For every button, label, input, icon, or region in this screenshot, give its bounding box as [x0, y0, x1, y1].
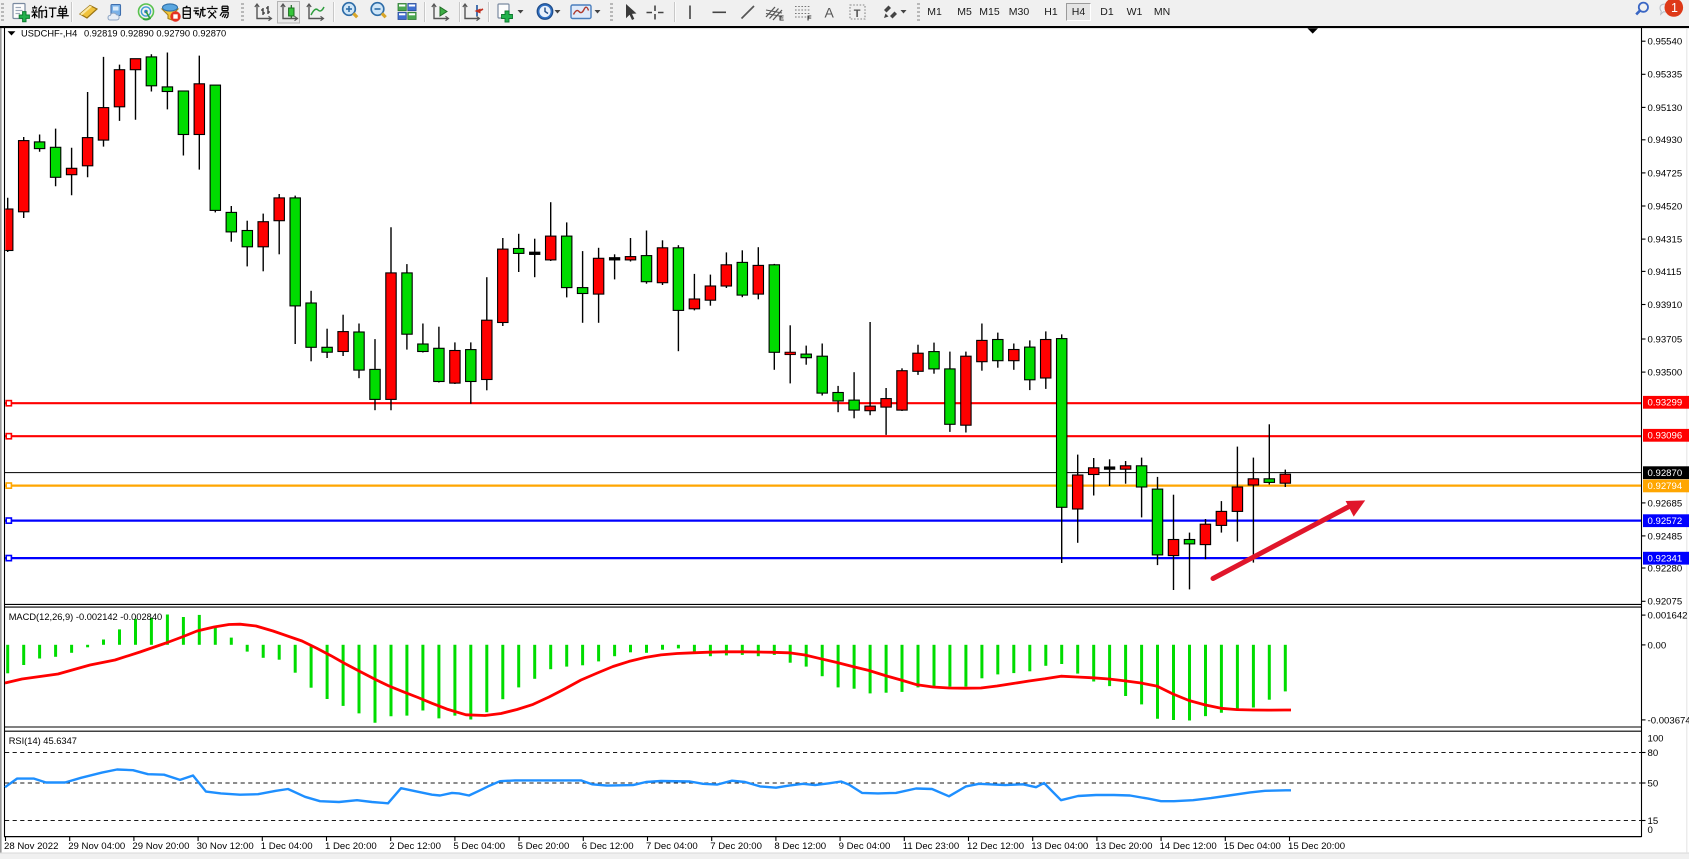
svg-text:15: 15 — [1648, 816, 1659, 827]
svg-text:15 Dec 04:00: 15 Dec 04:00 — [1224, 841, 1281, 852]
svg-text:13 Dec 04:00: 13 Dec 04:00 — [1031, 841, 1088, 852]
svg-text:0.94725: 0.94725 — [1648, 168, 1683, 179]
svg-text:8 Dec 12:00: 8 Dec 12:00 — [774, 841, 826, 852]
svg-text:5 Dec 20:00: 5 Dec 20:00 — [518, 841, 570, 852]
svg-text:-0.003674: -0.003674 — [1648, 715, 1689, 726]
svg-text:0.92870: 0.92870 — [1648, 468, 1683, 479]
svg-text:USDCHF-,H4: USDCHF-,H4 — [21, 28, 77, 38]
svg-text:0.92572: 0.92572 — [1648, 516, 1683, 527]
svg-text:7 Dec 20:00: 7 Dec 20:00 — [710, 841, 762, 852]
svg-text:0.93500: 0.93500 — [1648, 368, 1683, 379]
svg-text:0.00: 0.00 — [1648, 640, 1667, 651]
svg-text:0.92794: 0.92794 — [1648, 481, 1683, 492]
svg-text:14 Dec 12:00: 14 Dec 12:00 — [1160, 841, 1217, 852]
svg-text:0.92790: 0.92790 — [156, 28, 190, 38]
svg-text:29 Nov 20:00: 29 Nov 20:00 — [132, 841, 189, 852]
svg-text:T: T — [854, 8, 861, 20]
svg-text:12 Dec 12:00: 12 Dec 12:00 — [967, 841, 1024, 852]
svg-text:7 Dec 04:00: 7 Dec 04:00 — [646, 841, 698, 852]
svg-text:0.94315: 0.94315 — [1648, 235, 1683, 246]
svg-text:11 Dec 23:00: 11 Dec 23:00 — [903, 841, 959, 852]
svg-text:80: 80 — [1648, 748, 1659, 759]
svg-text:5 Dec 04:00: 5 Dec 04:00 — [453, 841, 505, 852]
svg-text:1 Dec 20:00: 1 Dec 20:00 — [325, 841, 377, 852]
svg-text:29 Nov 04:00: 29 Nov 04:00 — [68, 841, 125, 852]
svg-text:MACD(12,26,9) -0.002142 -0.002: MACD(12,26,9) -0.002142 -0.002840 — [9, 612, 163, 622]
svg-text:0.001642: 0.001642 — [1648, 611, 1688, 622]
svg-text:RSI(14) 45.6347: RSI(14) 45.6347 — [9, 736, 77, 746]
svg-text:0: 0 — [1648, 825, 1653, 836]
svg-text:E: E — [779, 14, 784, 23]
svg-text:0.92870: 0.92870 — [193, 28, 227, 38]
svg-text:0.95335: 0.95335 — [1648, 70, 1683, 81]
svg-text:15 Dec 20:00: 15 Dec 20:00 — [1288, 841, 1345, 852]
svg-text:13 Dec 20:00: 13 Dec 20:00 — [1095, 841, 1152, 852]
svg-text:0.94930: 0.94930 — [1648, 135, 1683, 146]
svg-text:100: 100 — [1648, 733, 1664, 744]
svg-text:0.92819: 0.92819 — [84, 28, 118, 38]
svg-text:6 Dec 12:00: 6 Dec 12:00 — [582, 841, 634, 852]
svg-text:0.92485: 0.92485 — [1648, 531, 1683, 542]
svg-text:0.92075: 0.92075 — [1648, 597, 1683, 608]
svg-text:A: A — [825, 5, 835, 21]
svg-text:0.95130: 0.95130 — [1648, 103, 1683, 114]
svg-text:0.92280: 0.92280 — [1648, 563, 1683, 574]
svg-text:0.94115: 0.94115 — [1648, 267, 1682, 278]
svg-text:1 Dec 04:00: 1 Dec 04:00 — [261, 841, 313, 852]
svg-text:0.93705: 0.93705 — [1648, 334, 1683, 345]
svg-text:9 Dec 04:00: 9 Dec 04:00 — [839, 841, 891, 852]
svg-text:0.95540: 0.95540 — [1648, 37, 1683, 48]
svg-text:2 Dec 12:00: 2 Dec 12:00 — [389, 841, 441, 852]
svg-text:0.92341: 0.92341 — [1648, 554, 1683, 565]
svg-text:0.93299: 0.93299 — [1648, 398, 1683, 409]
svg-text:0.94520: 0.94520 — [1648, 201, 1683, 212]
svg-text:28 Nov 2022: 28 Nov 2022 — [4, 841, 58, 852]
svg-text:30 Nov 12:00: 30 Nov 12:00 — [197, 841, 254, 852]
svg-text:1: 1 — [1671, 1, 1678, 15]
svg-text:F: F — [807, 14, 812, 23]
svg-text:0.92685: 0.92685 — [1648, 498, 1683, 509]
svg-text:0.93910: 0.93910 — [1648, 300, 1683, 311]
svg-text:0.93096: 0.93096 — [1648, 431, 1683, 442]
svg-text:50: 50 — [1648, 778, 1659, 789]
svg-text:0.92890: 0.92890 — [120, 28, 154, 38]
